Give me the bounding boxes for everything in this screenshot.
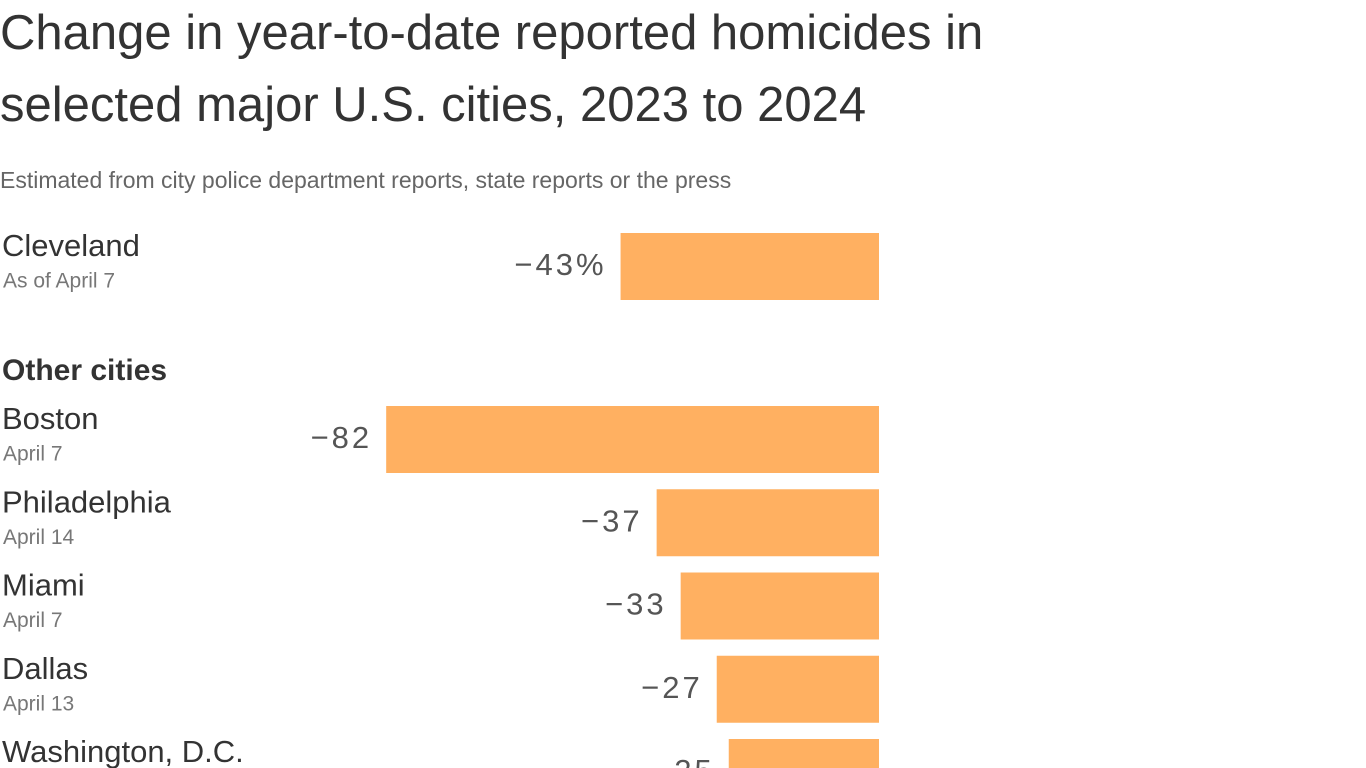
category-note: April 13 — [3, 692, 74, 715]
category-label: Philadelphia — [2, 484, 172, 519]
category-note: April 7 — [3, 609, 63, 632]
category-note: April 14 — [3, 526, 75, 549]
category-note: April 7 — [3, 443, 63, 466]
bar — [680, 572, 879, 640]
category-label: Miami — [2, 568, 85, 603]
bar — [716, 655, 879, 723]
bar — [656, 489, 879, 557]
category-note: As of April 7 — [3, 270, 115, 293]
category-label: Cleveland — [2, 228, 140, 263]
bar — [728, 739, 879, 768]
section-label: Other cities — [2, 354, 167, 387]
chart-title: selected major U.S. cities, 2023 to 2024 — [0, 78, 866, 132]
value-label: −43% — [514, 247, 606, 282]
chart-subtitle: Estimated from city police department re… — [0, 167, 731, 193]
category-label: Boston — [2, 401, 99, 436]
bar — [386, 406, 879, 473]
value-label: −25 — [653, 753, 715, 768]
chart-title: Change in year-to-date reported homicide… — [0, 6, 983, 60]
bar — [620, 233, 879, 300]
value-label: −33 — [605, 587, 667, 622]
value-label: −27 — [641, 670, 703, 705]
value-label: −37 — [581, 503, 643, 538]
value-label: −82 — [311, 420, 373, 455]
category-label: Washington, D.C. — [2, 734, 244, 768]
category-label: Dallas — [2, 651, 88, 686]
